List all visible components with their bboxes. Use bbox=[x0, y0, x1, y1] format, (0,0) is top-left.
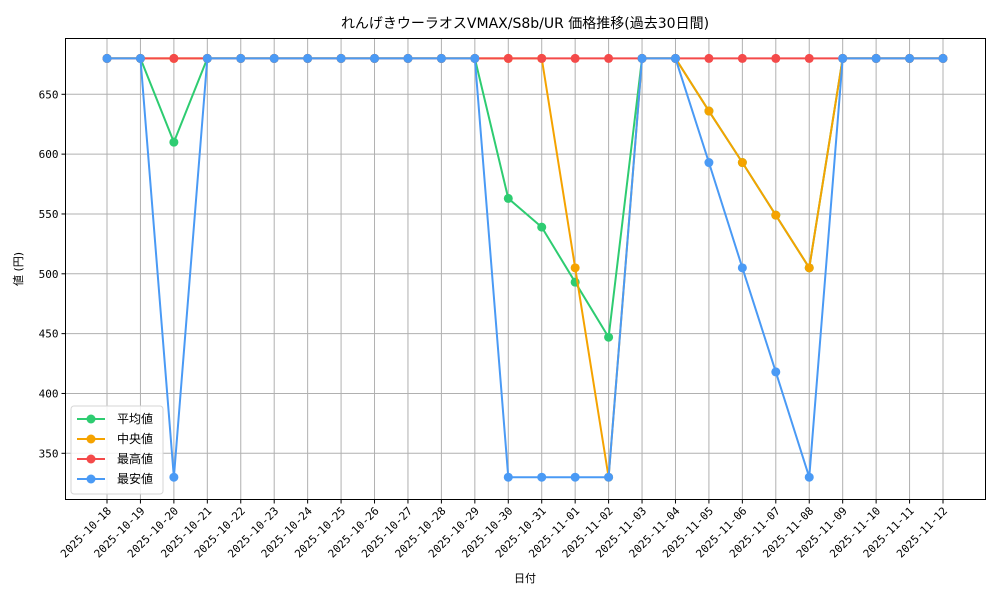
data-point bbox=[135, 53, 145, 63]
data-series bbox=[102, 53, 948, 482]
data-point bbox=[403, 53, 413, 63]
data-point bbox=[737, 263, 747, 273]
y-tick-label: 600 bbox=[39, 148, 59, 161]
data-point bbox=[169, 137, 179, 147]
plot-frame bbox=[65, 38, 986, 500]
data-point bbox=[771, 210, 781, 220]
data-point bbox=[503, 193, 513, 203]
legend-label: 中央値 bbox=[117, 431, 153, 446]
series-line bbox=[107, 57, 943, 479]
data-point bbox=[604, 332, 614, 342]
x-axis-label: 日付 bbox=[514, 572, 536, 585]
legend-swatch-marker bbox=[86, 414, 96, 424]
data-point bbox=[905, 53, 915, 63]
y-tick-label: 350 bbox=[39, 447, 59, 460]
data-point bbox=[771, 53, 781, 63]
data-point bbox=[570, 263, 580, 273]
data-point bbox=[503, 53, 513, 63]
legend-label: 最高値 bbox=[117, 451, 153, 466]
data-point bbox=[370, 53, 380, 63]
data-point bbox=[670, 53, 680, 63]
data-point bbox=[336, 53, 346, 63]
data-point bbox=[537, 472, 547, 482]
data-point bbox=[771, 367, 781, 377]
data-point bbox=[704, 158, 714, 168]
legend-swatch-marker bbox=[86, 454, 96, 464]
data-point bbox=[436, 53, 446, 63]
legend-label: 最安値 bbox=[117, 471, 153, 486]
series-line bbox=[107, 57, 943, 341]
legend-item: 中央値 bbox=[77, 431, 153, 446]
data-point bbox=[804, 263, 814, 273]
data-point bbox=[570, 53, 580, 63]
y-axis-ticks: 350 400 450 500 550 600 650 bbox=[39, 88, 66, 460]
data-point bbox=[470, 53, 480, 63]
data-point bbox=[938, 53, 948, 63]
data-point bbox=[169, 53, 179, 63]
data-point bbox=[537, 53, 547, 63]
grid-lines bbox=[65, 38, 986, 500]
data-point bbox=[737, 158, 747, 168]
y-tick-label: 550 bbox=[39, 208, 59, 221]
x-axis-ticks: 2025-10-182025-10-192025-10-202025-10-21… bbox=[58, 499, 950, 560]
data-point bbox=[269, 53, 279, 63]
data-point bbox=[737, 53, 747, 63]
y-tick-label: 400 bbox=[39, 387, 59, 400]
y-axis-label: 値 (円) bbox=[12, 252, 25, 286]
data-point bbox=[804, 53, 814, 63]
legend-label: 平均値 bbox=[117, 411, 153, 426]
data-point bbox=[604, 53, 614, 63]
data-point bbox=[804, 472, 814, 482]
y-tick-label: 450 bbox=[39, 328, 59, 341]
legend-swatch-marker bbox=[86, 434, 96, 444]
data-point bbox=[537, 222, 547, 232]
data-point bbox=[169, 472, 179, 482]
chart-title: れんげきウーラオスVMAX/S8b/UR 価格推移(過去30日間) bbox=[341, 16, 709, 32]
y-tick-label: 500 bbox=[39, 268, 59, 281]
data-point bbox=[303, 53, 313, 63]
data-point bbox=[202, 53, 212, 63]
series-line bbox=[107, 57, 943, 478]
data-point bbox=[102, 53, 112, 63]
series-3 bbox=[102, 53, 948, 482]
legend-item: 最高値 bbox=[77, 451, 153, 466]
data-point bbox=[570, 472, 580, 482]
data-point bbox=[704, 53, 714, 63]
legend-item: 最安値 bbox=[77, 471, 153, 486]
legend-box bbox=[70, 405, 164, 495]
data-point bbox=[871, 53, 881, 63]
data-point bbox=[236, 53, 246, 63]
data-point bbox=[637, 53, 647, 63]
series-1 bbox=[102, 53, 948, 482]
data-point bbox=[838, 53, 848, 63]
data-point bbox=[704, 106, 714, 116]
data-point bbox=[604, 472, 614, 482]
y-tick-label: 650 bbox=[39, 88, 59, 101]
legend-swatch-marker bbox=[86, 474, 96, 484]
legend-item: 平均値 bbox=[77, 411, 153, 426]
data-point bbox=[503, 472, 513, 482]
